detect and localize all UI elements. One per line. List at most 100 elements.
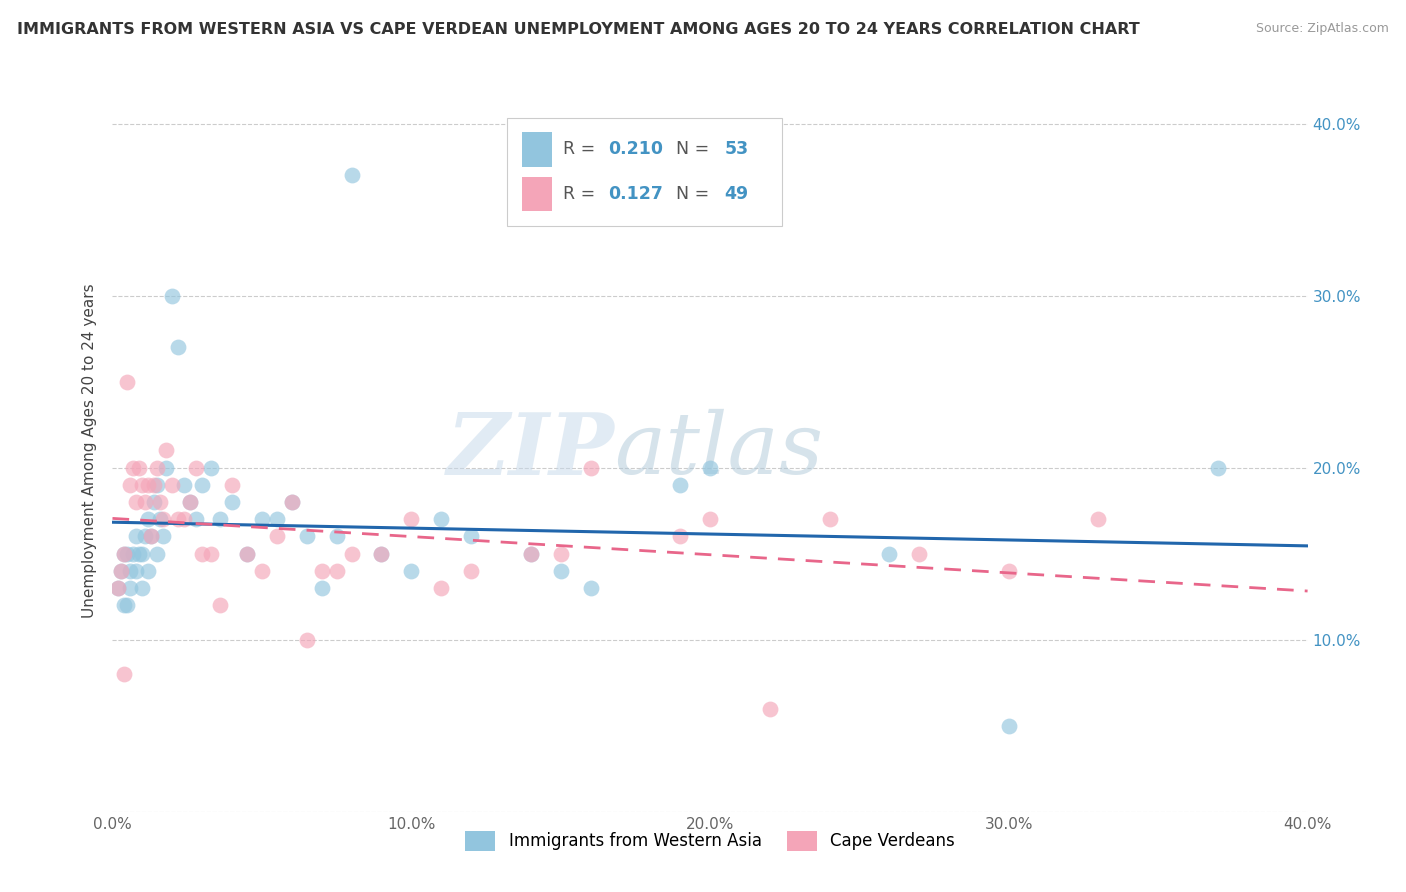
Point [122, 460, 145, 475]
Point [167, 340, 190, 354]
Point [236, 547, 259, 561]
Text: 0.127: 0.127 [609, 185, 664, 203]
Point [998, 564, 1021, 578]
Point [191, 478, 214, 492]
Point [908, 547, 931, 561]
FancyBboxPatch shape [523, 132, 553, 167]
Point [114, 547, 135, 561]
Point [179, 495, 201, 509]
Point [110, 564, 132, 578]
Point [579, 581, 602, 595]
Point [173, 512, 195, 526]
Point [146, 547, 169, 561]
Point [699, 460, 721, 475]
Point [152, 512, 174, 526]
Point [149, 512, 172, 526]
Point [134, 495, 156, 509]
Point [669, 478, 692, 492]
Point [325, 529, 347, 543]
Point [311, 564, 333, 578]
Point [146, 478, 169, 492]
Point [340, 547, 363, 561]
Point [107, 581, 129, 595]
Point [167, 512, 190, 526]
Point [250, 512, 273, 526]
Point [430, 512, 453, 526]
Text: 0.210: 0.210 [609, 140, 664, 158]
Point [122, 547, 145, 561]
Point [1206, 460, 1229, 475]
Point [131, 547, 153, 561]
Point [125, 495, 148, 509]
Point [138, 564, 160, 578]
Point [550, 547, 572, 561]
Point [520, 547, 543, 561]
Point [186, 512, 208, 526]
Point [818, 512, 841, 526]
Point [340, 168, 363, 182]
Point [149, 495, 172, 509]
Point [120, 478, 142, 492]
Point [266, 512, 288, 526]
Point [209, 599, 232, 613]
Point [879, 547, 901, 561]
Text: N =: N = [665, 140, 714, 158]
Point [134, 529, 156, 543]
Y-axis label: Unemployment Among Ages 20 to 24 years: Unemployment Among Ages 20 to 24 years [82, 283, 97, 618]
Point [117, 599, 139, 613]
Point [460, 529, 482, 543]
Point [221, 495, 243, 509]
Point [120, 581, 142, 595]
Point [114, 667, 135, 681]
Point [370, 547, 392, 561]
Point [152, 529, 174, 543]
Legend: Immigrants from Western Asia, Cape Verdeans: Immigrants from Western Asia, Cape Verde… [458, 824, 962, 857]
Point [221, 478, 243, 492]
Text: R =: R = [562, 185, 600, 203]
Point [266, 529, 288, 543]
Point [370, 547, 392, 561]
Point [128, 547, 150, 561]
Point [669, 529, 692, 543]
Text: Source: ZipAtlas.com: Source: ZipAtlas.com [1256, 22, 1389, 36]
Point [110, 564, 132, 578]
Point [141, 529, 163, 543]
Point [186, 460, 208, 475]
Point [699, 512, 721, 526]
Point [200, 547, 222, 561]
Point [401, 512, 423, 526]
Point [209, 512, 232, 526]
Point [120, 564, 142, 578]
Point [236, 547, 259, 561]
Text: atlas: atlas [614, 409, 824, 491]
Point [131, 478, 153, 492]
Point [117, 375, 139, 389]
Point [520, 547, 543, 561]
Point [138, 512, 160, 526]
Point [155, 460, 177, 475]
Point [295, 632, 318, 647]
Point [325, 564, 347, 578]
Point [138, 478, 160, 492]
Point [550, 564, 572, 578]
Point [143, 495, 166, 509]
Point [200, 460, 222, 475]
Text: 53: 53 [724, 140, 748, 158]
Point [191, 547, 214, 561]
Text: 49: 49 [724, 185, 748, 203]
Text: N =: N = [665, 185, 714, 203]
Point [141, 529, 163, 543]
Point [311, 581, 333, 595]
Point [162, 288, 183, 302]
Point [281, 495, 304, 509]
Point [460, 564, 482, 578]
Point [155, 443, 177, 458]
Point [146, 460, 169, 475]
Point [579, 460, 602, 475]
Point [114, 599, 135, 613]
Point [131, 581, 153, 595]
Point [401, 564, 423, 578]
Point [114, 547, 135, 561]
Point [250, 564, 273, 578]
Point [998, 719, 1021, 733]
